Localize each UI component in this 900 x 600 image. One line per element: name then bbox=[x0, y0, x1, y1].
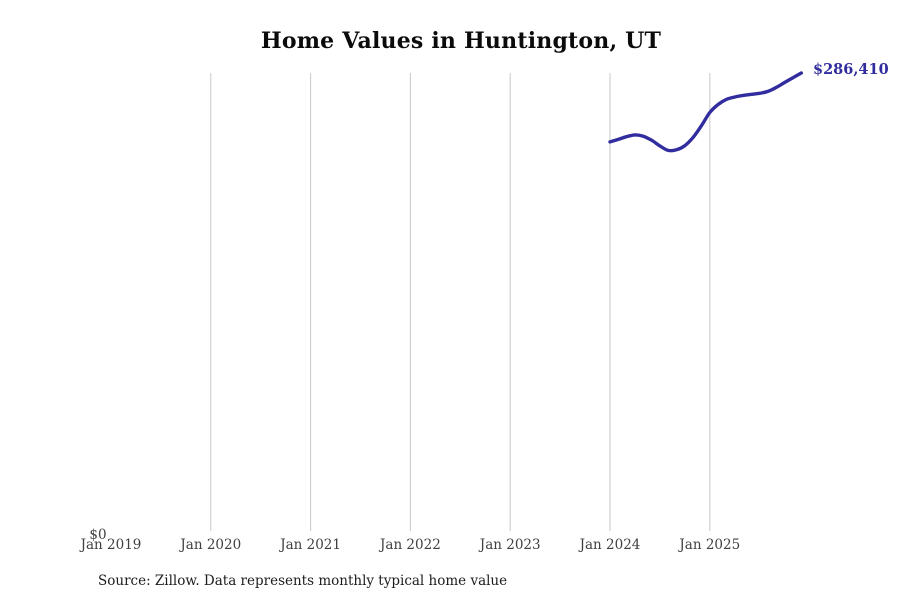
y-axis-zero-label: $0 bbox=[89, 527, 107, 543]
source-note: Source: Zillow. Data represents monthly … bbox=[98, 573, 508, 589]
chart-title: Home Values in Huntington, UT bbox=[260, 28, 662, 54]
home-value-line bbox=[608, 71, 803, 153]
latest-value-label: $286,410 bbox=[813, 61, 889, 78]
